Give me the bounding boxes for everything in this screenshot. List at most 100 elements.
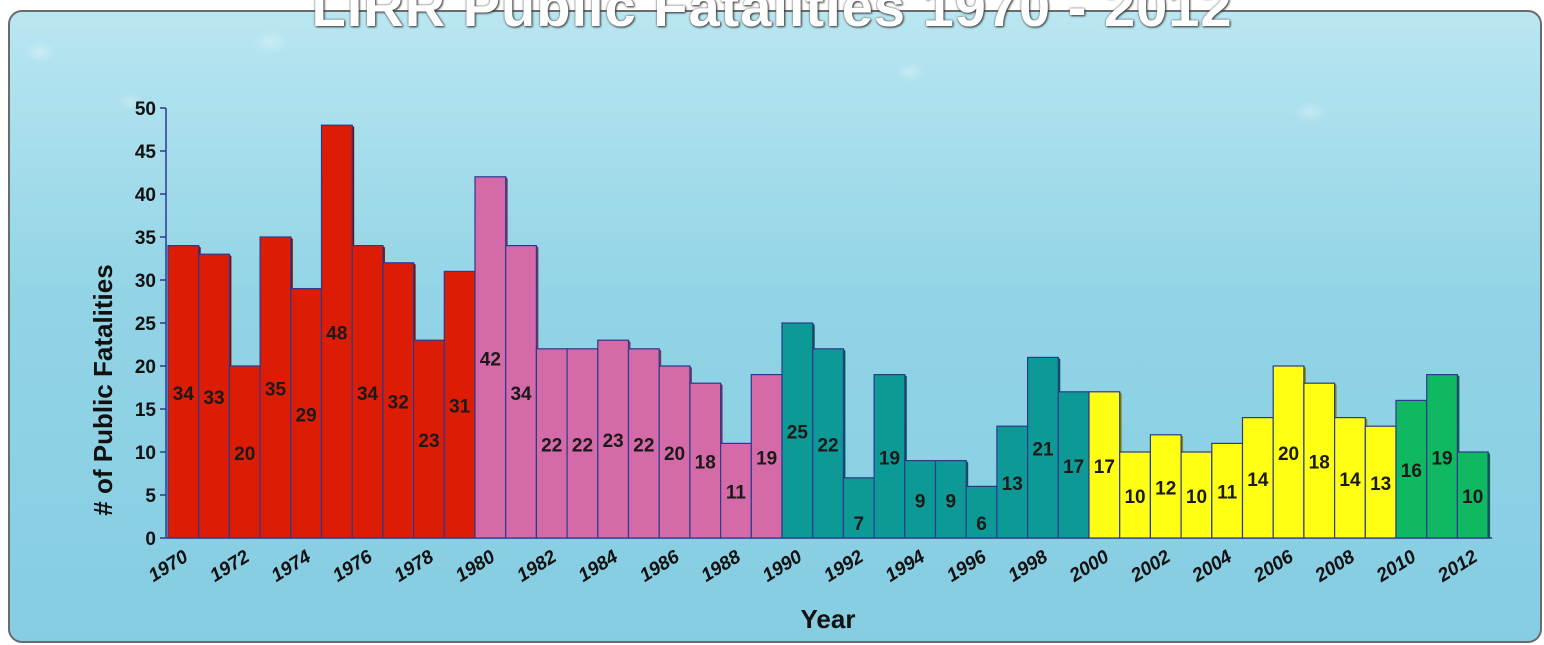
- bar-1997: [996, 425, 1029, 539]
- x-tick-label-2000: 2000: [1065, 546, 1113, 587]
- data-label-1990: 25: [787, 423, 809, 444]
- bar-1974: [290, 288, 323, 539]
- y-tick-label: 5: [145, 486, 156, 507]
- y-tick-label: 35: [135, 228, 157, 249]
- data-label-2012: 10: [1462, 487, 1483, 508]
- x-tick-label-1984: 1984: [575, 546, 622, 586]
- x-tick-label-2010: 2010: [1372, 546, 1420, 587]
- bar-1991: [812, 348, 845, 539]
- y-tick-label: 25: [135, 314, 157, 335]
- x-tick-label-1998: 1998: [1005, 546, 1052, 586]
- x-tick-label-2002: 2002: [1127, 546, 1175, 587]
- bar-1994: [904, 460, 937, 539]
- y-tick-label: 0: [145, 529, 156, 550]
- data-label-2004: 11: [1217, 483, 1238, 504]
- bar-1975: [320, 124, 353, 539]
- bar-2004: [1211, 442, 1244, 539]
- x-tick-label-1970: 1970: [145, 546, 192, 586]
- y-tick-label: 30: [135, 271, 156, 292]
- bar-1992: [842, 477, 875, 539]
- bar-2011: [1426, 374, 1458, 539]
- y-tick-label: 45: [135, 142, 157, 163]
- y-tick-label: 20: [135, 357, 156, 378]
- y-tick-label: 50: [135, 99, 156, 120]
- x-tick-label-1976: 1976: [329, 546, 376, 586]
- x-tick-label-2004: 2004: [1188, 546, 1236, 587]
- data-label-1985: 22: [633, 435, 654, 456]
- bar-1973: [259, 236, 292, 539]
- x-tick-label-2012: 2012: [1434, 546, 1482, 587]
- data-label-1995: 9: [946, 491, 957, 512]
- bar-2010: [1395, 399, 1428, 539]
- data-label-2005: 14: [1247, 470, 1269, 491]
- bar-1988: [719, 442, 752, 539]
- bar-2007: [1303, 382, 1336, 539]
- x-tick-label-1992: 1992: [820, 546, 867, 586]
- data-label-1986: 20: [664, 444, 685, 465]
- data-label-2011: 19: [1431, 448, 1452, 469]
- bar-1976: [351, 245, 384, 539]
- y-tick-label: 10: [135, 443, 156, 464]
- bar-1993: [873, 374, 906, 539]
- bar-1970: [167, 245, 200, 539]
- data-label-1971: 33: [203, 388, 224, 409]
- data-label-2002: 12: [1155, 478, 1176, 499]
- x-tick-label-1978: 1978: [391, 546, 438, 586]
- data-label-1983: 22: [572, 435, 593, 456]
- x-tick-labels: 1970 1972 1974 1976 1978 1980 1982 1984 1986 1988…: [145, 546, 1482, 587]
- bar-1980: [474, 176, 507, 539]
- bar-1989: [750, 374, 783, 539]
- bar-1990: [781, 322, 814, 539]
- data-label-1977: 32: [388, 392, 409, 413]
- bar-2000: [1088, 391, 1121, 539]
- data-label-1991: 22: [817, 435, 838, 456]
- data-label-2007: 18: [1309, 453, 1330, 474]
- x-tick-label-1988: 1988: [698, 546, 745, 586]
- x-tick-label-2008: 2008: [1311, 546, 1359, 587]
- x-tick-label-1972: 1972: [206, 546, 253, 586]
- bar-1986: [658, 365, 691, 539]
- bar-2003: [1180, 451, 1213, 539]
- data-label-1998: 21: [1032, 440, 1054, 461]
- data-label-1972: 20: [234, 444, 255, 465]
- data-label-1982: 22: [541, 435, 562, 456]
- data-label-1984: 23: [603, 431, 624, 452]
- x-tick-label-1974: 1974: [268, 546, 315, 586]
- chart-title: LIRR Public Fatalities 1970 - 2012: [311, 0, 1233, 38]
- data-label-2008: 14: [1339, 470, 1361, 491]
- x-tick-label-1994: 1994: [882, 546, 929, 586]
- data-label-1976: 34: [357, 384, 379, 405]
- data-label-1973: 35: [265, 380, 287, 401]
- bar-2002: [1149, 434, 1182, 539]
- bar-1978: [413, 339, 445, 539]
- bar-1982: [535, 348, 568, 539]
- bar-2009: [1364, 425, 1397, 539]
- bar-1999: [1057, 391, 1090, 539]
- data-label-1997: 13: [1002, 474, 1023, 495]
- data-label-1979: 31: [449, 397, 471, 418]
- data-label-1987: 18: [695, 453, 716, 474]
- data-label-2006: 20: [1278, 444, 1299, 465]
- x-axis-label: Year: [801, 604, 856, 634]
- data-label-2003: 10: [1186, 487, 1207, 508]
- data-label-1980: 42: [480, 349, 501, 370]
- bar-1981: [505, 245, 538, 539]
- data-label-2010: 16: [1401, 461, 1422, 482]
- data-label-1981: 34: [510, 384, 532, 405]
- data-label-1988: 11: [726, 483, 747, 504]
- x-tick-label-1996: 1996: [943, 546, 990, 586]
- data-label-2000: 17: [1094, 457, 1115, 478]
- data-label-1978: 23: [418, 431, 439, 452]
- data-label-1975: 48: [326, 324, 347, 345]
- bar-1996: [965, 485, 998, 539]
- bar-1985: [627, 348, 660, 539]
- y-axis-label: # of Public Fatalities: [88, 264, 118, 515]
- bar-1995: [934, 460, 967, 539]
- bar-2005: [1241, 417, 1274, 539]
- x-tick-label-1986: 1986: [636, 546, 683, 586]
- bar-1971: [198, 253, 230, 539]
- data-label-1993: 19: [879, 448, 900, 469]
- data-label-2001: 10: [1124, 487, 1145, 508]
- data-labels: 34 33 20 35 29 48 34 32 23 31 42 34 22 22 23 22 20 18 11 19…: [173, 324, 1484, 535]
